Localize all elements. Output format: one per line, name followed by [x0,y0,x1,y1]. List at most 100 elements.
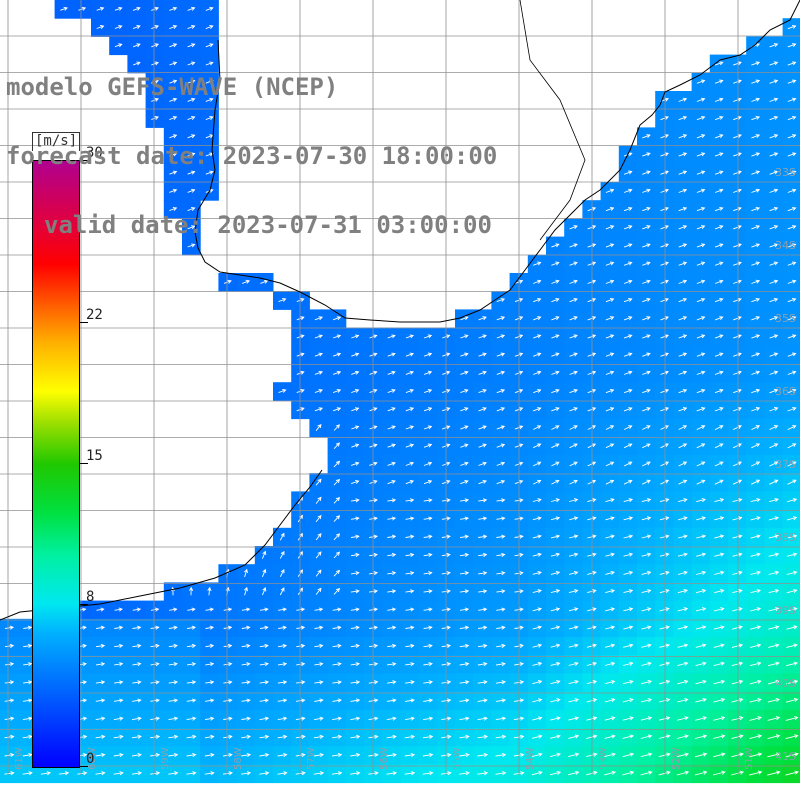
wind-arrow [478,407,487,412]
wind-arrow [713,625,725,630]
wind-arrow [714,279,724,284]
wind-arrow [478,443,487,448]
wind-arrow [714,443,724,449]
wind-arrow [168,698,179,703]
wind-arrow [495,698,507,703]
wind-arrow [642,425,651,430]
wind-arrow [187,188,196,193]
wind-arrow [114,662,124,667]
wind-arrow [695,607,707,612]
wind-arrow [714,243,724,248]
wind-arrow [241,716,251,721]
wind-arrow [387,389,396,394]
wind-arrow [351,370,360,375]
wind-arrow [587,570,597,575]
wind-arrow [750,552,761,557]
wind-arrow [787,152,797,157]
wind-arrow [787,352,797,357]
wind-arrow [733,388,742,394]
wind-arrow [660,170,669,175]
wind-arrow [678,279,688,284]
wind-arrow [569,370,578,375]
wind-arrow [586,643,597,648]
wind-arrow [641,516,652,521]
wind-arrow [150,643,160,648]
wind-arrow [751,407,761,412]
wind-arrow [587,407,597,412]
wind-arrow [696,79,706,84]
wind-arrow [569,425,578,430]
wind-arrow [733,152,742,157]
wind-arrow [4,662,15,667]
wind-arrow [605,498,615,503]
wind-arrow [787,115,797,121]
wind-arrow [659,643,671,648]
wind-arrow [496,552,506,557]
wind-arrow [4,752,15,758]
wind-arrow [113,752,124,758]
wind-arrow [350,698,361,703]
wind-arrow [642,261,651,266]
wind-arrow [733,261,742,266]
wind-arrow [659,570,670,575]
colorbar-tick [80,463,88,464]
wind-arrow [713,607,725,612]
wind-arrow [313,752,325,758]
wind-arrow [350,625,360,630]
wind-arrow [96,607,105,612]
wind-arrow [550,734,561,739]
wind-arrow [642,225,651,230]
wind-arrow [187,607,196,612]
wind-arrow [751,261,761,266]
wind-arrow [568,734,580,739]
wind-arrow [696,443,706,449]
wind-arrow [460,407,469,412]
wind-arrow [677,698,689,703]
wind-arrow [315,551,322,559]
wind-arrow [277,771,288,776]
wind-arrow [659,625,670,630]
wind-arrow [496,643,506,648]
wind-arrow [658,716,671,721]
wind-arrow [278,625,287,630]
wind-arrow [714,370,724,375]
wind-arrow [405,607,415,612]
wind-arrow [23,662,33,667]
wind-arrow [460,479,469,485]
wind-arrow [677,552,688,557]
wind-arrow [696,388,706,394]
wind-arrow [678,170,688,175]
wind-arrow [459,589,470,594]
wind-arrow [532,407,542,412]
wind-arrow [387,571,397,576]
wind-arrow [696,534,707,539]
wind-arrow [387,589,397,594]
wind-arrow [315,478,322,486]
wind-arrow [642,407,651,412]
wind-arrow [496,352,506,357]
wind-arrow [532,680,543,685]
wind-arrow [132,625,142,630]
wind-arrow [332,698,342,703]
wind-arrow [586,661,598,666]
wind-arrow [696,261,706,266]
wind-arrow [658,770,671,776]
wind-arrow [551,479,560,485]
wind-arrow [678,225,688,230]
wind-arrow [351,334,360,339]
wind-arrow [696,188,706,193]
wind-arrow [768,498,779,503]
wind-arrow [660,261,669,266]
wind-arrow [204,752,215,758]
wind-arrow [696,461,706,467]
wind-arrow [733,352,742,357]
wind-arrow [332,643,342,648]
wind-arrow [404,734,416,739]
wind-arrow [642,388,651,394]
wind-arrow [423,571,433,576]
wind-arrow [332,407,342,412]
colorbar-tick-label: 30 [86,145,103,161]
wind-arrow [350,752,361,758]
wind-arrow [531,770,543,776]
wind-arrow [77,771,88,776]
